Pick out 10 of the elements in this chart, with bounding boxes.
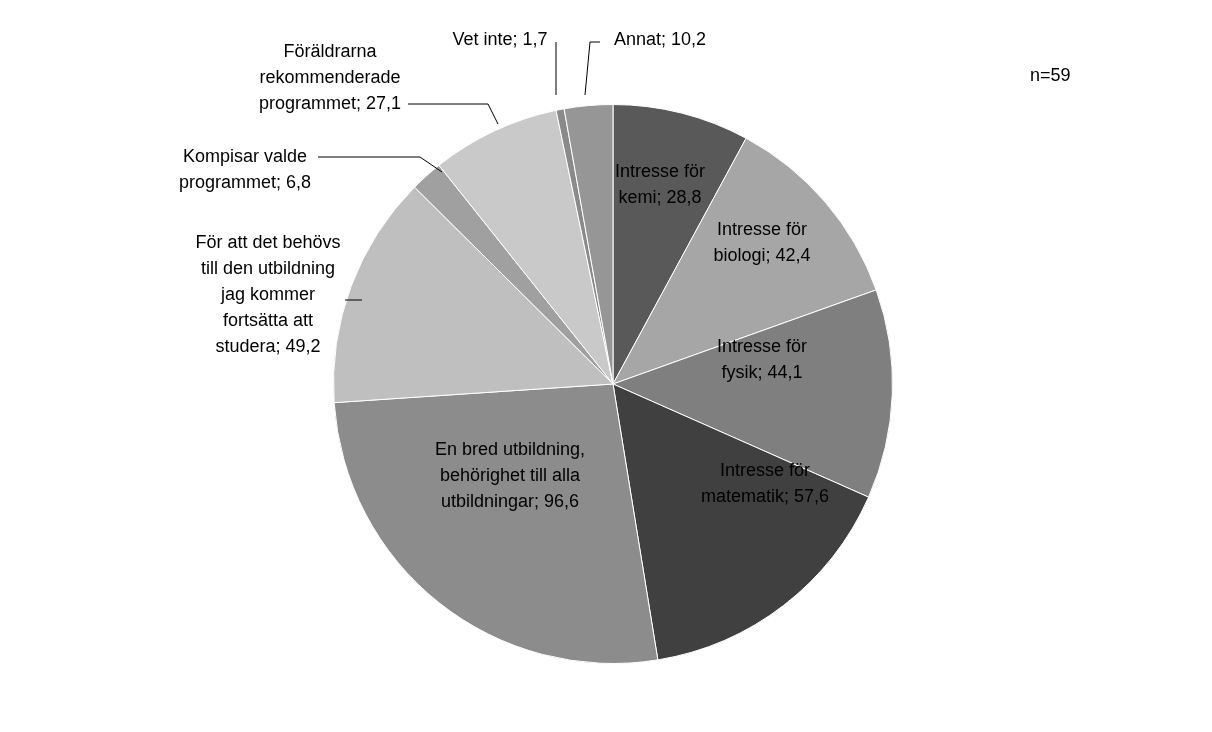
slice-label: Intresse för biologi; 42,4 (713, 218, 811, 265)
text: n=59 (1030, 64, 1071, 85)
slice-label: Intresse för kemi; 28,8 (614, 160, 706, 207)
slice-label: För att det behövs till den utbildning jag kommer fortsätta att studera; 49,2 (195, 231, 341, 356)
slice-label: Föräldrarna rekommenderade programmet; 27,1 (258, 40, 402, 113)
slice-label: En bred utbildning, behörighet till alla utbildningar; 96,6 (434, 438, 586, 511)
slice-label: Intresse för fysik; 44,1 (716, 335, 808, 382)
slice-label: Vet inte; 1,7 (452, 28, 548, 49)
slice-label: Kompisar valde programmet; 6,8 (178, 145, 312, 192)
slice-label: Annat; 10,2 (613, 28, 707, 49)
